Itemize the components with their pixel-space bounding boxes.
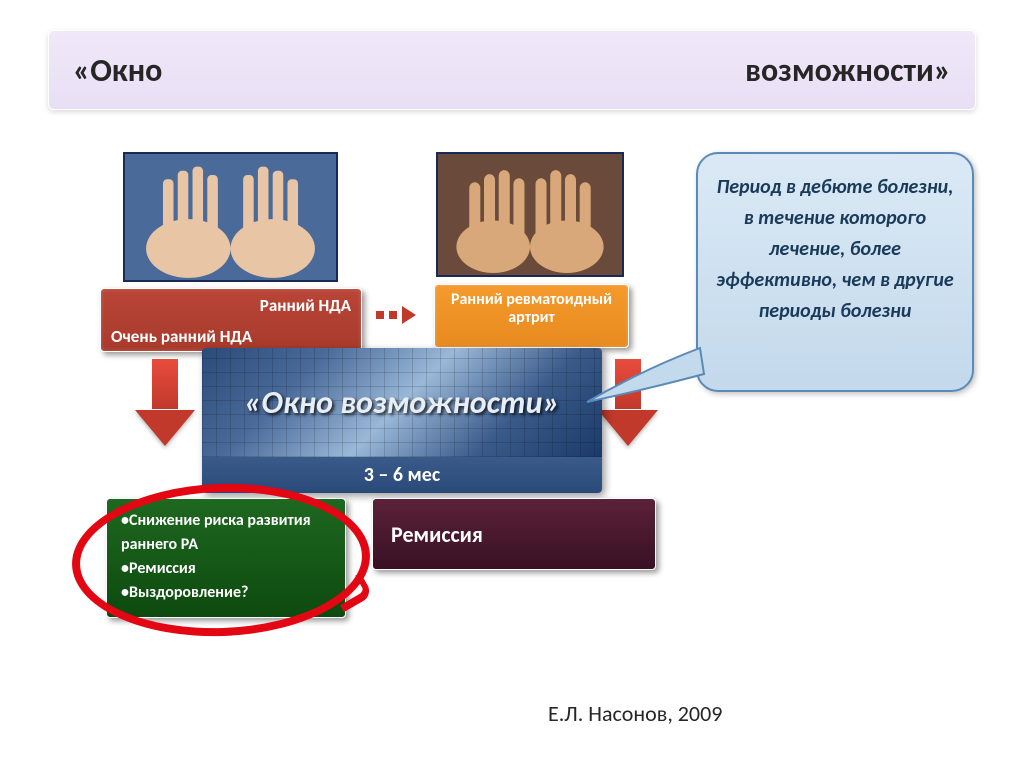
citation: Е.Л. Насонов, 2009 <box>548 700 722 727</box>
image-hands-normal <box>123 152 338 282</box>
green-item-1: •Ремиссия <box>121 557 331 581</box>
label-early-nda: Ранний НДА Очень ранний НДА <box>100 288 362 352</box>
label-early-nda-line1: Ранний НДА <box>111 293 351 316</box>
window-title: «Окно возможности» <box>244 386 559 420</box>
arrow-progress-icon <box>376 306 416 324</box>
window-opportunity-box: «Окно возможности» 3 – 6 мес <box>202 348 602 493</box>
outcome-green-box: •Снижение риска развития раннего РА •Рем… <box>106 498 346 618</box>
green-item-2: •Выздоровление? <box>121 581 331 605</box>
callout-definition: Период в дебюте болезни, в течение котор… <box>696 152 974 392</box>
label-early-nda-line2: Очень ранний НДА <box>111 316 351 347</box>
title-right: возможности» <box>745 51 951 90</box>
slide-title: «Окно возможности» <box>48 30 976 110</box>
image-hands-arthritis <box>436 152 624 277</box>
green-item-0: •Снижение риска развития раннего РА <box>121 509 331 557</box>
label-early-ra: Ранний ревматоидный артрит <box>434 284 629 348</box>
title-left: «Окно <box>73 51 162 90</box>
arrow-down-left-icon <box>135 358 195 448</box>
outcome-maroon-box: Ремиссия <box>372 498 656 570</box>
callout-tail-icon <box>582 340 722 420</box>
window-subtitle: 3 – 6 мес <box>202 457 602 493</box>
